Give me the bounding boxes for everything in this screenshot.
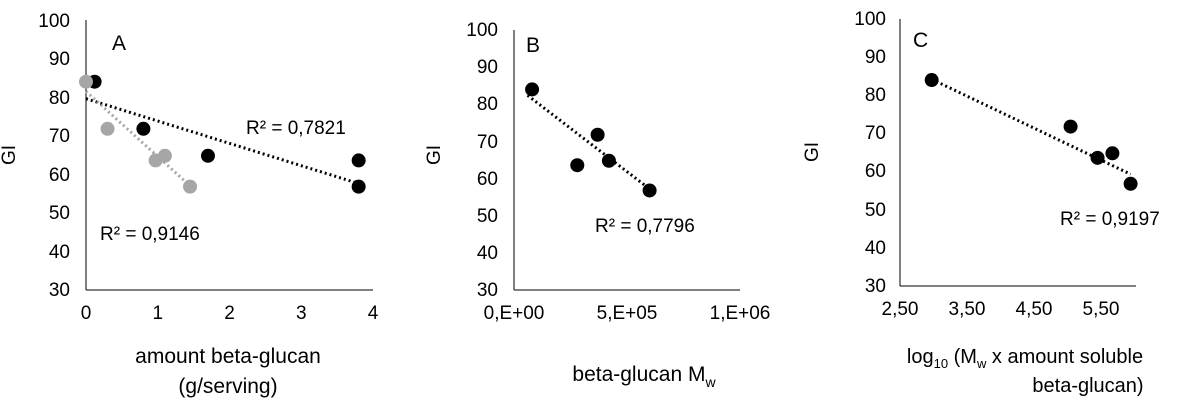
x-tick-labels: 2,50 3,50 4,50 5,50 bbox=[882, 299, 1120, 320]
data-point-series-1 bbox=[183, 179, 198, 194]
y-tick-labels: 30 40 50 60 70 80 90 100 bbox=[854, 9, 886, 297]
panel-label: C bbox=[913, 29, 928, 52]
y-tick-label: 80 bbox=[865, 85, 886, 106]
data-point-series-0 bbox=[570, 158, 585, 173]
r2-label-black: R² = 0,7821 bbox=[246, 118, 346, 139]
y-tick-label: 30 bbox=[865, 276, 886, 297]
y-tick-labels: 30 40 50 60 70 80 90 100 bbox=[466, 20, 498, 301]
data-point-series-0 bbox=[351, 153, 366, 168]
x-tick-label: 3 bbox=[296, 303, 307, 324]
data-point-series-1 bbox=[100, 121, 115, 136]
data-point-series-0 bbox=[601, 153, 616, 168]
trendline-series-0 bbox=[931, 77, 1132, 176]
x-tick-label: 0 bbox=[81, 303, 92, 324]
chart-panel-c: 30 40 50 60 70 80 90 100 2,50 3,50 4,50 … bbox=[802, 9, 1160, 397]
y-tick-label: 30 bbox=[49, 280, 70, 301]
y-tick-label: 100 bbox=[854, 9, 886, 30]
x-axis-title: beta-glucan Mw bbox=[572, 363, 716, 390]
y-tick-label: 40 bbox=[477, 243, 498, 264]
y-tick-label: 90 bbox=[49, 49, 70, 70]
data-point-series-0 bbox=[1063, 119, 1078, 134]
data-point-series-0 bbox=[642, 183, 657, 198]
x-tick-labels: 0 1 2 3 4 bbox=[81, 303, 379, 324]
x-axis-title-subscript: w bbox=[704, 374, 716, 390]
y-tick-label: 90 bbox=[865, 47, 886, 68]
x-tick-label: 2,50 bbox=[882, 299, 919, 320]
r2-label-grey: R² = 0,9146 bbox=[100, 224, 200, 245]
trendline-series-1 bbox=[84, 90, 192, 187]
panel-label: B bbox=[526, 34, 540, 57]
chart-panel-b: 30 40 50 60 70 80 90 100 0,E+00 5,E+05 1… bbox=[424, 20, 770, 390]
r2-label: R² = 0,9197 bbox=[1060, 209, 1160, 230]
data-point-series-0 bbox=[351, 179, 366, 194]
data-point-series-0 bbox=[136, 121, 151, 136]
x-tick-label: 3,50 bbox=[949, 299, 986, 320]
x-axis-title-line-2: (g/serving) bbox=[178, 375, 277, 398]
y-tick-label: 50 bbox=[477, 206, 498, 227]
x-tick-label: 4,50 bbox=[1016, 299, 1053, 320]
y-axis-title: GI bbox=[0, 145, 20, 165]
y-tick-labels: 30 40 50 60 70 80 90 100 bbox=[38, 11, 70, 301]
y-tick-label: 50 bbox=[49, 203, 70, 224]
y-tick-label: 40 bbox=[865, 238, 886, 259]
x-tick-label: 4 bbox=[368, 303, 379, 324]
data-point-series-1 bbox=[79, 74, 93, 89]
trendline-series-0 bbox=[526, 94, 651, 191]
x-tick-label: 5,E+05 bbox=[597, 303, 658, 324]
y-axis-title: GI bbox=[424, 145, 445, 165]
data-marks bbox=[79, 74, 366, 194]
data-point-series-0 bbox=[1105, 146, 1120, 161]
y-tick-label: 60 bbox=[477, 169, 498, 190]
x-axis-title-line-1: amount beta-glucan bbox=[135, 345, 321, 368]
trendline-series-0 bbox=[85, 97, 360, 185]
y-tick-label: 70 bbox=[865, 123, 886, 144]
x-tick-label: 2 bbox=[224, 303, 235, 324]
x-axis-title-log: log bbox=[907, 346, 934, 368]
y-axis-title: GI bbox=[802, 142, 823, 162]
x-tick-label: 1 bbox=[152, 303, 163, 324]
data-point-series-0 bbox=[1123, 176, 1138, 191]
x-axis-title-log-base: 10 bbox=[934, 356, 948, 371]
x-tick-label: 0,E+00 bbox=[484, 303, 545, 324]
x-axis-title-line-1: log10 (Mw x amount soluble bbox=[907, 346, 1143, 371]
x-axis-title-mw-subscript: w bbox=[976, 356, 987, 371]
data-marks bbox=[924, 73, 1138, 191]
data-point-series-0 bbox=[924, 73, 939, 88]
y-tick-label: 70 bbox=[477, 132, 498, 153]
x-axis-title-text: beta-glucan M bbox=[572, 363, 705, 386]
y-tick-label: 100 bbox=[466, 20, 498, 41]
x-axis-title-mw-open: (M bbox=[948, 346, 977, 368]
x-tick-label: 1,E+06 bbox=[710, 303, 771, 324]
y-tick-label: 50 bbox=[865, 200, 886, 221]
x-tick-labels: 0,E+00 5,E+05 1,E+06 bbox=[484, 303, 771, 324]
x-axis-title-line-2: beta-glucan) bbox=[1032, 375, 1143, 397]
data-point-series-0 bbox=[200, 148, 215, 163]
y-tick-label: 30 bbox=[477, 280, 498, 301]
panel-label: A bbox=[112, 32, 126, 55]
chart-panel-a: 30 40 50 60 70 80 90 100 0 1 2 3 4 GI am… bbox=[0, 11, 379, 398]
data-point-series-0 bbox=[590, 127, 605, 142]
x-axis-title-rest: x amount soluble bbox=[986, 346, 1143, 368]
y-tick-label: 70 bbox=[49, 126, 70, 147]
data-marks bbox=[525, 82, 657, 198]
y-tick-label: 60 bbox=[49, 165, 70, 186]
data-point-series-0 bbox=[525, 82, 540, 97]
x-tick-label: 5,50 bbox=[1083, 299, 1120, 320]
r2-label: R² = 0,7796 bbox=[595, 216, 695, 237]
y-tick-label: 80 bbox=[477, 94, 498, 115]
data-point-series-1 bbox=[157, 148, 172, 163]
data-point-series-0 bbox=[1090, 150, 1105, 165]
y-tick-label: 100 bbox=[38, 11, 70, 32]
y-tick-label: 90 bbox=[477, 57, 498, 78]
y-tick-label: 80 bbox=[49, 88, 70, 109]
y-tick-label: 40 bbox=[49, 242, 70, 263]
y-tick-label: 60 bbox=[865, 161, 886, 182]
